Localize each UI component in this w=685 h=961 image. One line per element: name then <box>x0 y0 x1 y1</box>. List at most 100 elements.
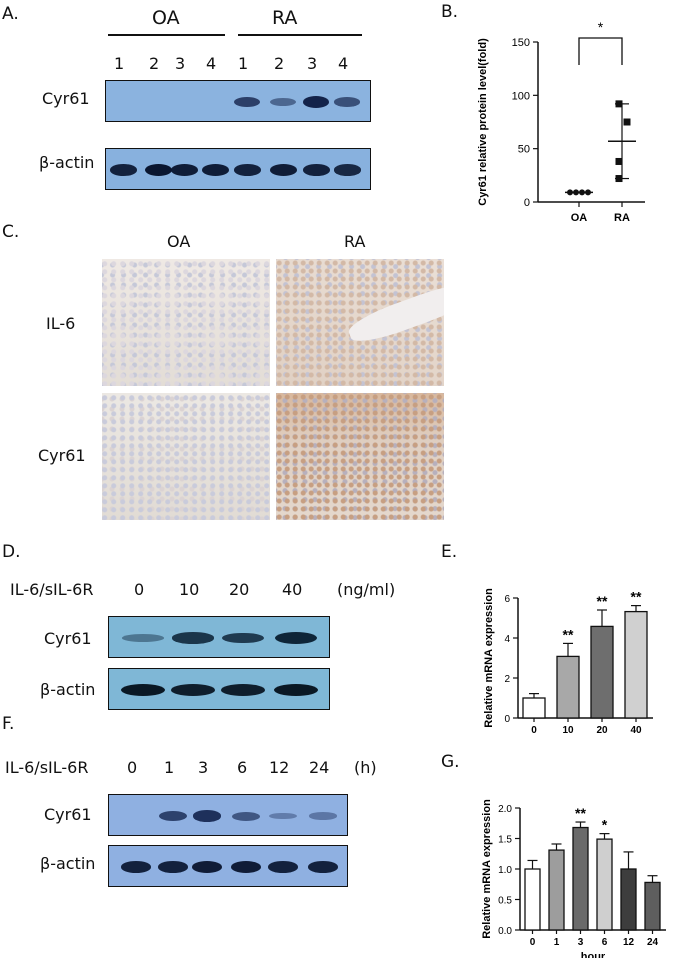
band-actin-a-1 <box>144 164 172 176</box>
x-tick-label-e-0: 0 <box>531 725 537 736</box>
band-actin-f-3 <box>231 861 261 873</box>
band-actin-d-2 <box>221 684 265 696</box>
x-tick-label-e-1: 10 <box>562 725 574 736</box>
time-label-f-0: 0 <box>127 758 138 777</box>
panel-label-c: C. <box>2 222 20 242</box>
x-tick-label-g-2: 3 <box>578 937 584 948</box>
x-tick-label-e-3: 40 <box>630 725 642 736</box>
time-label-f-4: 12 <box>269 758 290 777</box>
y-axis-label-b: Cyr61 relative protein level(fold) <box>477 38 489 206</box>
band-cyr61-a-6 <box>303 96 329 108</box>
x-tick-label-e-2: 20 <box>596 725 608 736</box>
x-axis-label-g: hour <box>581 951 606 958</box>
lane-label-a-7: 4 <box>338 54 349 73</box>
lane-label-a-1: 2 <box>149 54 160 73</box>
chart-b: 0 50 100 150 OA RA Cyr61 relative protein leve… <box>477 19 645 224</box>
band-actin-a-0 <box>109 164 137 176</box>
chart-e: 0 2 4 6 0 10 ** 20 ** 40 ** Relative mRNA expressio… <box>483 588 653 740</box>
y-tick-label-b-0: 0 <box>524 197 530 209</box>
col-label-ra: RA <box>344 232 366 251</box>
row-label-actin-d: β-actin <box>40 680 96 699</box>
y-tick-label-e-2: 4 <box>504 634 510 645</box>
row-label-cyr61-a: Cyr61 <box>42 89 90 108</box>
time-label-f-5: 24 <box>309 758 330 777</box>
blot-actin-d <box>108 668 330 710</box>
bar-g-4 <box>620 868 637 931</box>
band-actin-a-4 <box>233 164 261 176</box>
bar-e-1 <box>556 655 580 719</box>
blot-actin-a <box>105 148 371 190</box>
col-label-oa: OA <box>167 232 191 251</box>
row-label-actin-f: β-actin <box>40 854 96 873</box>
band-actin-d-1 <box>171 684 215 696</box>
panel-label-g: G. <box>441 752 460 772</box>
unit-label-d: (ng/ml) <box>337 580 396 599</box>
point-ra-1 <box>623 118 631 126</box>
panel-label-f: F. <box>2 714 15 734</box>
treatment-label-d: IL-6/sIL-6R <box>10 580 94 599</box>
y-tick-label-e-0: 0 <box>504 714 510 725</box>
band-cyr61-d-2 <box>222 632 264 644</box>
chart-g: 0.0 0.5 1.0 1.5 2.0 0 1 3 ** 6 * 12 24 Relative mRNA … <box>481 799 666 958</box>
unit-label-f: (h) <box>354 758 377 777</box>
lane-label-a-0: 1 <box>114 54 125 73</box>
y-tick-label-b-2: 100 <box>512 90 530 102</box>
dose-label-d-0: 0 <box>134 580 145 599</box>
band-actin-f-0 <box>121 861 151 873</box>
band-cyr61-f-4 <box>269 812 297 820</box>
band-cyr61-d-3 <box>275 632 317 644</box>
band-actin-a-2 <box>170 164 198 176</box>
band-actin-d-3 <box>274 684 318 696</box>
row-label-il6-c: IL-6 <box>46 314 76 333</box>
bar-e-3 <box>624 610 648 719</box>
significance-mark-g-2: ** <box>575 805 586 821</box>
significance-mark-e-1: ** <box>563 626 574 642</box>
ihc-oa-il6 <box>102 259 270 386</box>
y-tick-label-b-1: 50 <box>518 144 530 156</box>
x-tick-label-g-3: 6 <box>602 937 608 948</box>
bar-g-2 <box>572 826 589 931</box>
ihc-ra-il6 <box>276 259 444 386</box>
significance-bracket-b <box>578 37 623 65</box>
ihc-ra-cyr61 <box>276 393 444 520</box>
band-actin-a-3 <box>201 164 229 176</box>
time-label-f-1: 1 <box>164 758 175 777</box>
bar-g-0 <box>524 868 541 931</box>
band-cyr61-a-7 <box>334 97 360 107</box>
panel-label-b: B. <box>441 2 459 22</box>
bar-g-5 <box>644 881 661 931</box>
band-actin-a-7 <box>333 164 361 176</box>
y-tick-label-g-0: 0.0 <box>498 926 512 937</box>
group-label-ra: RA <box>272 7 298 29</box>
bar-g-3 <box>596 838 613 931</box>
row-label-actin-a: β-actin <box>39 153 95 172</box>
ihc-oa-cyr61 <box>102 393 270 520</box>
band-actin-f-4 <box>268 861 298 873</box>
x-tick-label-g-4: 12 <box>623 937 635 948</box>
point-ra-2 <box>615 157 623 165</box>
band-cyr61-d-1 <box>172 632 214 644</box>
band-actin-a-5 <box>269 164 297 176</box>
panel-label-e: E. <box>441 542 458 562</box>
group-label-oa: OA <box>152 7 180 29</box>
band-actin-f-1 <box>158 861 188 873</box>
x-tick-label-b-0: OA <box>571 212 588 224</box>
y-tick-label-g-2: 1.0 <box>498 865 512 876</box>
band-cyr61-d-0 <box>122 634 164 642</box>
row-label-cyr61-c: Cyr61 <box>38 446 86 465</box>
x-tick-label-g-0: 0 <box>530 937 536 948</box>
panel-label-d: D. <box>2 542 21 562</box>
time-label-f-3: 6 <box>237 758 248 777</box>
band-cyr61-f-5 <box>309 812 337 820</box>
x-tick-label-b-1: RA <box>614 212 630 224</box>
significance-mark-e-3: ** <box>631 589 642 605</box>
blot-cyr61-f <box>108 794 348 836</box>
y-tick-label-g-3: 1.5 <box>498 835 512 846</box>
band-actin-d-0 <box>121 684 165 696</box>
band-actin-f-2 <box>192 861 222 873</box>
significance-mark-e-2: ** <box>597 593 608 609</box>
band-cyr61-f-3 <box>232 811 260 821</box>
y-tick-label-e-3: 6 <box>504 594 510 605</box>
bar-g-1 <box>548 849 565 931</box>
band-cyr61-f-2 <box>193 810 221 822</box>
